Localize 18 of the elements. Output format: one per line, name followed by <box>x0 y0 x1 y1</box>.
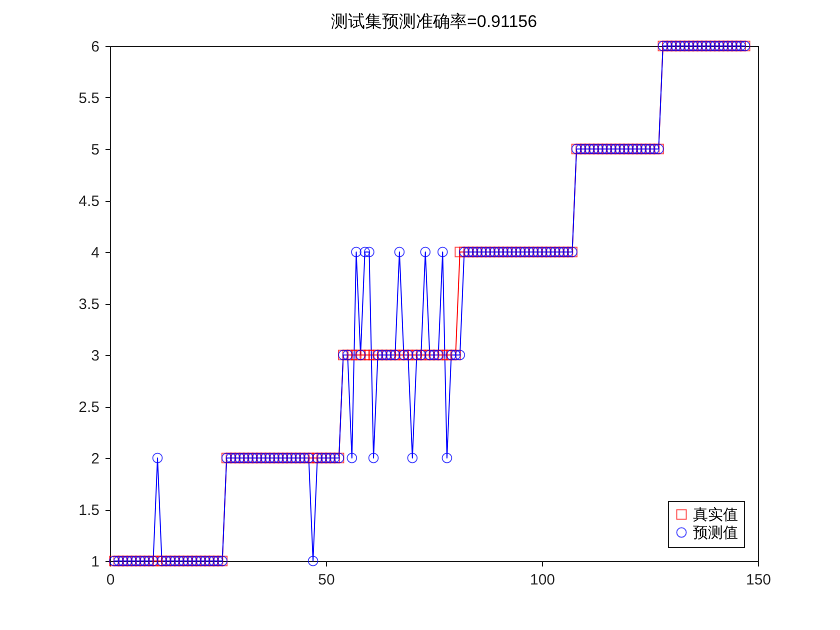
x-tick-label: 50 <box>318 572 335 588</box>
x-tick-label: 100 <box>530 572 556 588</box>
y-tick-label: 2 <box>91 450 100 468</box>
y-tick-label: 4.5 <box>78 193 100 210</box>
legend-label: 预测值 <box>693 524 738 542</box>
y-tick-label: 1.5 <box>78 502 100 519</box>
x-tick-label: 150 <box>746 572 772 588</box>
legend-label: 真实值 <box>693 506 738 524</box>
y-tick-label: 3 <box>91 348 100 364</box>
y-tick-label: 3.5 <box>78 296 100 313</box>
y-tick-label: 1 <box>91 554 100 570</box>
y-tick-label: 5.5 <box>78 90 100 107</box>
y-tick-label: 2.5 <box>78 399 100 416</box>
y-tick-label: 6 <box>91 38 100 56</box>
x-tick-label: 0 <box>106 572 115 588</box>
y-tick-label: 4 <box>91 244 100 262</box>
y-tick-label: 5 <box>91 142 100 158</box>
chart-title: 测试集预测准确率=0.91156 <box>330 12 538 31</box>
